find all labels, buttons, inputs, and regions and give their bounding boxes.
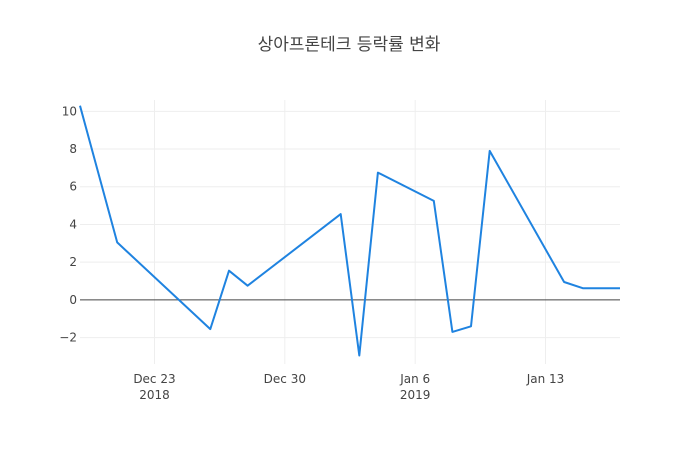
y-tick-label: 0: [69, 293, 77, 307]
data-point[interactable]: [487, 148, 493, 154]
y-axis-ticks: 10 8 6 4 2 0 −2: [59, 104, 77, 344]
data-point[interactable]: [375, 170, 381, 176]
data-point[interactable]: [226, 268, 232, 274]
data-point[interactable]: [449, 329, 455, 335]
data-point[interactable]: [468, 323, 474, 329]
y-tick-label: −2: [59, 331, 77, 345]
data-point[interactable]: [617, 285, 623, 291]
data-point[interactable]: [338, 211, 344, 217]
y-tick-label: 4: [69, 217, 77, 231]
data-point[interactable]: [114, 239, 120, 245]
data-point[interactable]: [77, 103, 83, 109]
y-tick-label: 6: [69, 180, 77, 194]
series-layer: [77, 103, 623, 359]
series-line: [79, 105, 620, 357]
x-tick-label: Jan 13: [526, 372, 565, 386]
x-tick-label: Dec 23: [133, 372, 175, 386]
x-axis-ticks: Dec 23 2018 Dec 30 Jan 6 2019 Jan 13: [133, 372, 564, 402]
x-tick-year-label: 2019: [400, 388, 431, 402]
data-point[interactable]: [598, 285, 604, 291]
data-point[interactable]: [431, 198, 437, 204]
data-point[interactable]: [207, 326, 213, 332]
data-point[interactable]: [580, 285, 586, 291]
y-tick-label: 10: [62, 104, 77, 118]
x-tick-year-label: 2018: [139, 388, 170, 402]
y-tick-label: 8: [69, 142, 77, 156]
data-point[interactable]: [561, 279, 567, 285]
chart-title: 상아프론테크 등락률 변화: [258, 35, 441, 55]
x-tick-label: Dec 30: [264, 372, 306, 386]
x-tick-label: Jan 6: [399, 372, 430, 386]
data-point[interactable]: [356, 353, 362, 359]
gridlines: [80, 100, 620, 364]
y-tick-label: 2: [69, 255, 77, 269]
data-point[interactable]: [245, 283, 251, 289]
